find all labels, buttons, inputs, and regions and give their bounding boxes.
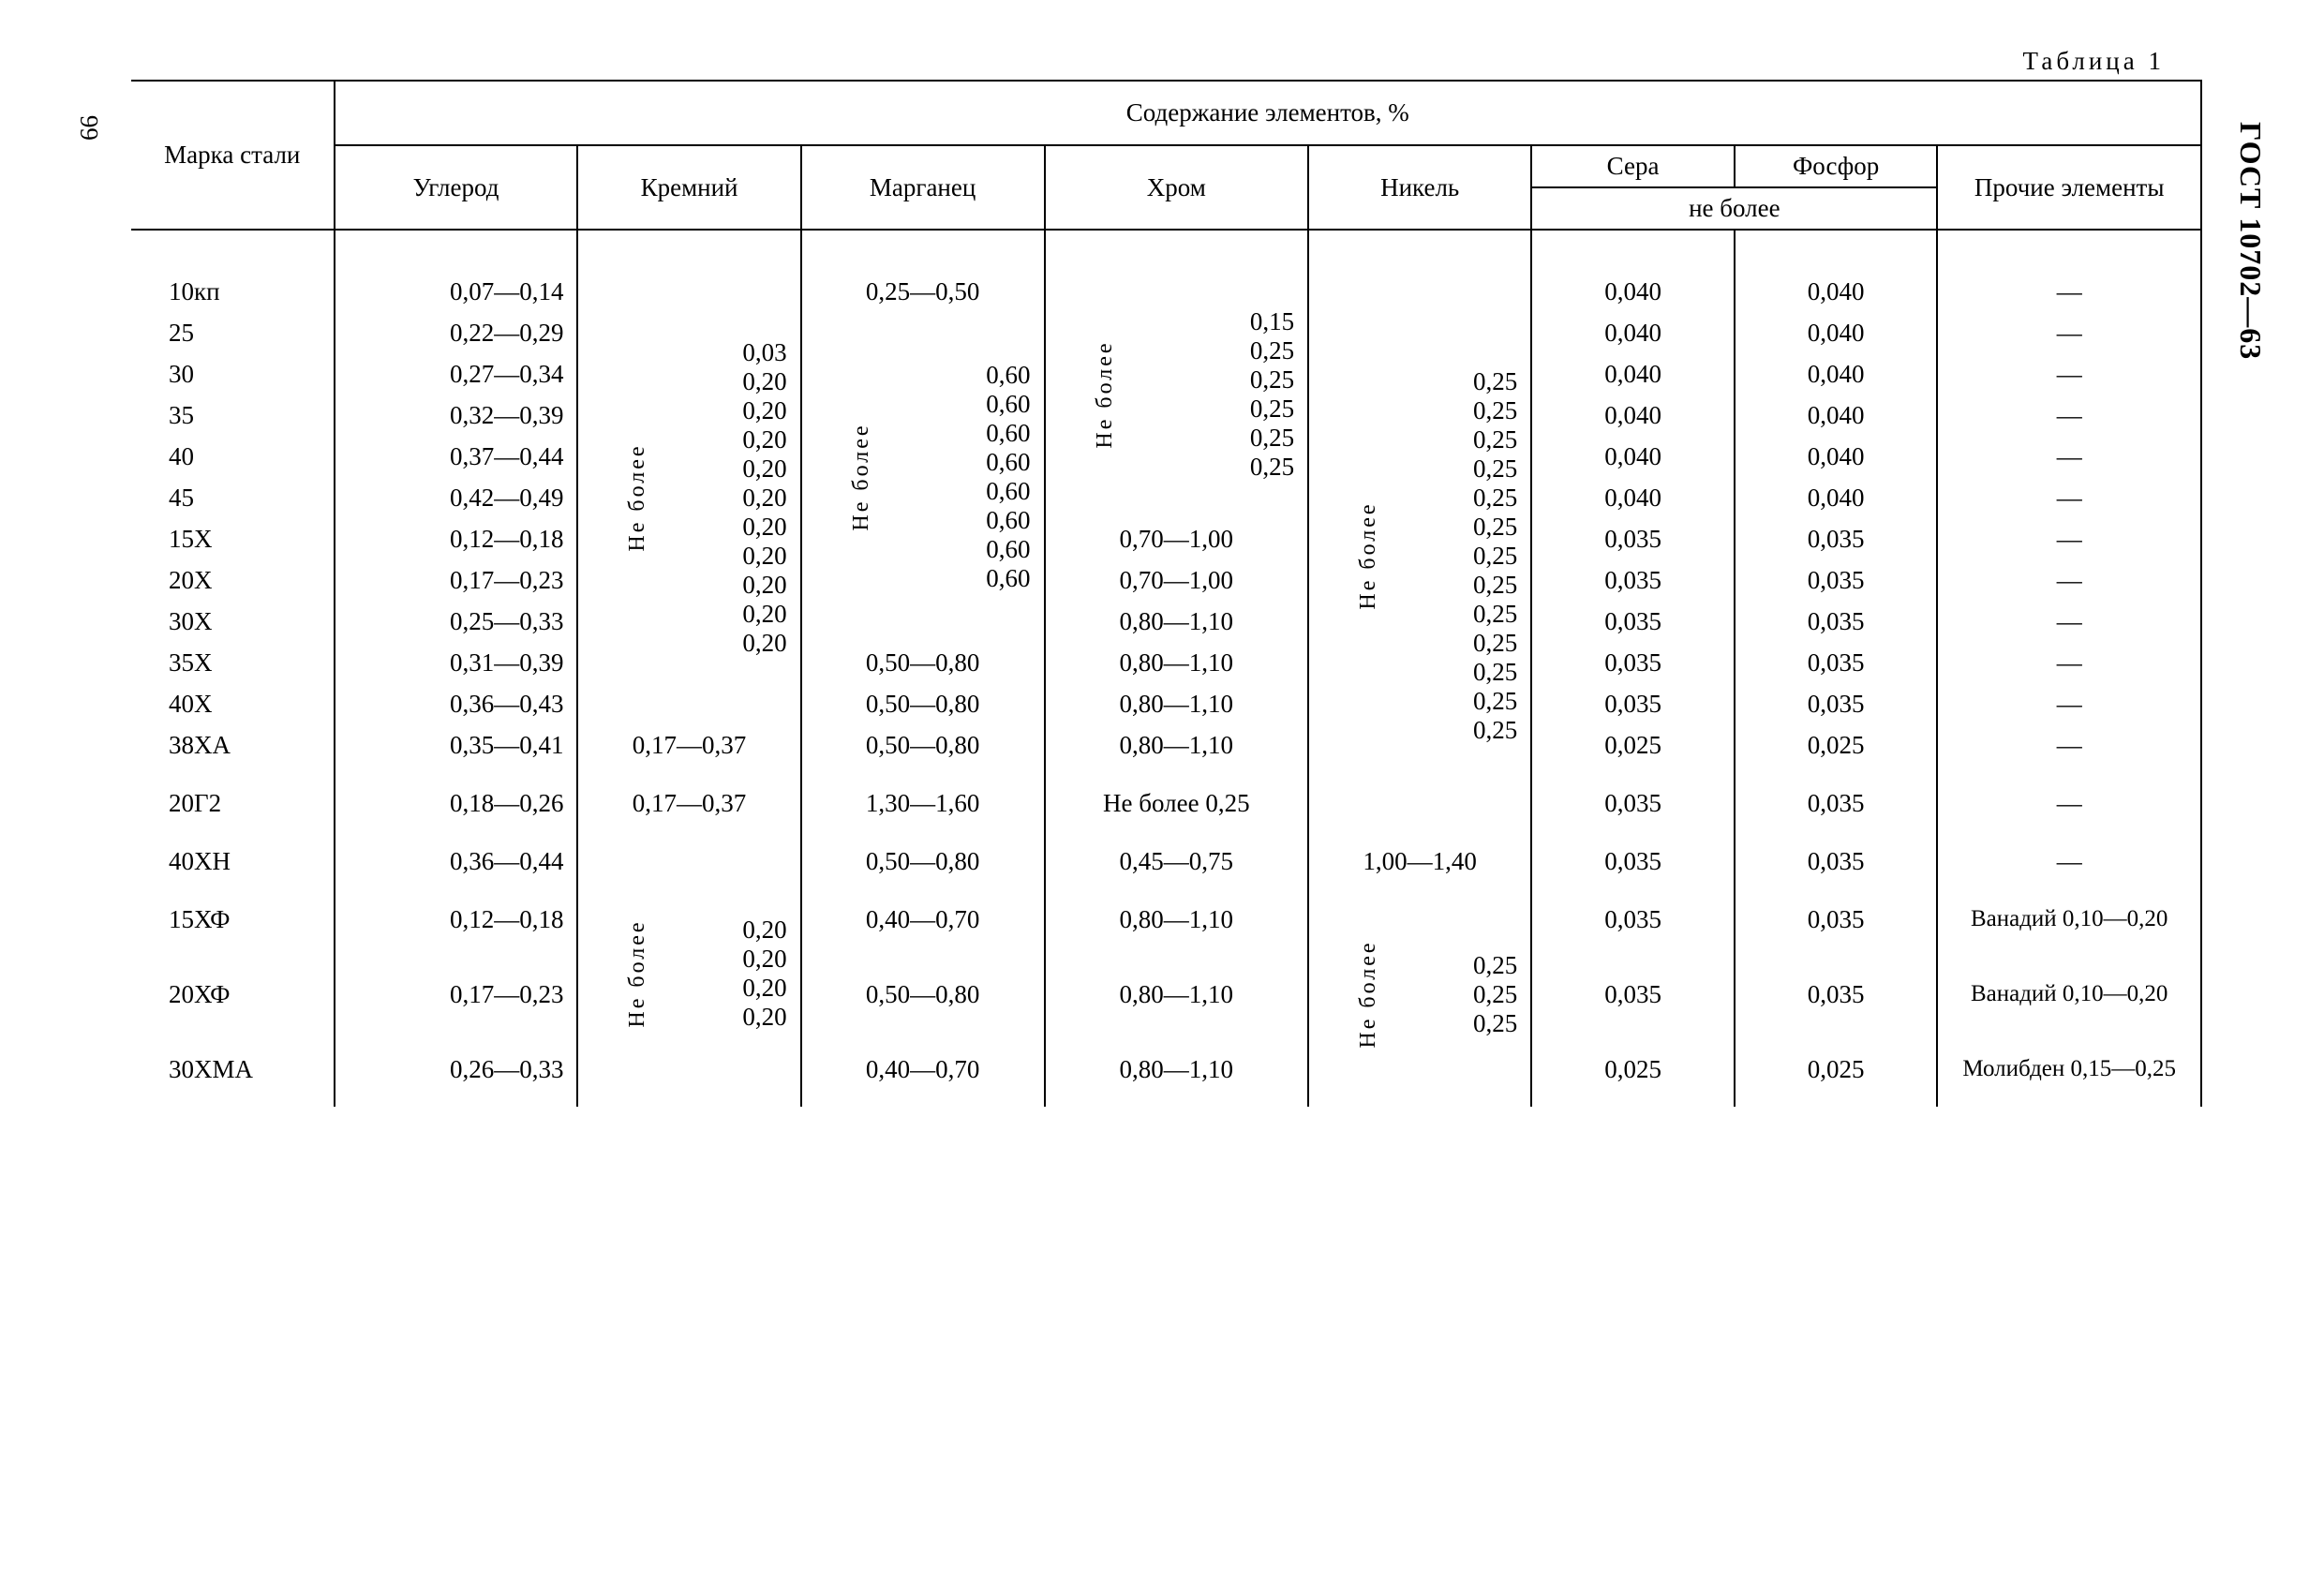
cell-silicon-group1: Не более 0,03 0,20 0,20 0,20 0,20 0,20 0…: [577, 271, 800, 724]
table-row: 40ХН0,36—0,44 Не более 0,20 0,20 0,20 0,…: [131, 841, 2201, 882]
table-row: 30Х0,25—0,330,80—1,100,0350,035—: [131, 601, 2201, 642]
th-carbon: Углерод: [335, 145, 578, 230]
page-number: 66: [75, 115, 104, 141]
cell-carbon: 0,07—0,14: [335, 271, 578, 312]
gost-label: ГОСТ 10702—63: [2233, 122, 2268, 360]
cell-grade: 10кп: [131, 271, 335, 312]
table-row: 38ХА0,35—0,410,17—0,370,50—0,800,80—1,10…: [131, 724, 2201, 766]
vertical-not-more-label: Не более: [1093, 340, 1118, 448]
vertical-not-more-label: Не более: [626, 443, 651, 551]
table-row: 15ХФ0,12—0,18 0,40—0,700,80—1,10 Не боле…: [131, 882, 2201, 957]
th-group: Содержание элементов, %: [335, 81, 2201, 145]
th-silicon: Кремний: [577, 145, 800, 230]
table-row: 10кп 0,07—0,14 Не более 0,03 0,20 0,20 0…: [131, 271, 2201, 312]
table-container: Таблица 1 Марка стали Содержание элемент…: [131, 47, 2202, 1107]
table-row: 20Г20,18—0,260,17—0,371,30—1,60Не более …: [131, 766, 2201, 841]
cell-si-group2: Не более 0,20 0,20 0,20 0,20: [577, 841, 800, 1107]
cell-ni-group2: Не более 0,25 0,25 0,25: [1308, 882, 1531, 1107]
th-other: Прочие элементы: [1937, 145, 2201, 230]
vertical-not-more-label: Не более: [1356, 940, 1381, 1048]
vertical-not-more-label: Не более: [849, 423, 874, 530]
vertical-not-more-label: Не более: [626, 919, 651, 1027]
cell-mn-group: Не более 0,60 0,60 0,60 0,60 0,60 0,60 0…: [801, 312, 1045, 642]
vertical-not-more-label: Не более: [1356, 501, 1381, 609]
table-caption: Таблица 1: [131, 47, 2202, 80]
th-phosphorus: Фосфор: [1735, 145, 1938, 187]
th-chromium: Хром: [1045, 145, 1309, 230]
th-manganese: Марганец: [801, 145, 1045, 230]
th-sulfur: Сера: [1531, 145, 1735, 187]
table-row: 40Х0,36—0,430,50—0,800,80—1,100,0350,035…: [131, 683, 2201, 724]
cell-p: 0,040: [1735, 271, 1938, 312]
table-row: 30ХМА0,26—0,330,40—0,700,80—1,100,0250,0…: [131, 1032, 2201, 1107]
cell-mn: 0,25—0,50: [801, 271, 1045, 312]
table-row: 20ХФ0,17—0,230,50—0,800,80—1,100,0350,03…: [131, 957, 2201, 1032]
table-row: 15Х0,12—0,180,70—1,000,0350,035—: [131, 518, 2201, 559]
table-row: 35Х0,31—0,390,50—0,800,80—1,100,0350,035…: [131, 642, 2201, 683]
steel-composition-table: Марка стали Содержание элементов, % Угле…: [131, 80, 2202, 1107]
cell-other: —: [1937, 271, 2201, 312]
th-not-more: не более: [1531, 187, 1937, 230]
cell-s: 0,040: [1531, 271, 1735, 312]
th-nickel: Никель: [1308, 145, 1531, 230]
cell-cr-group1: Не более 0,15 0,25 0,25 0,25 0,25 0,25: [1045, 271, 1309, 518]
th-grade: Марка стали: [131, 81, 335, 230]
table-row: 20Х0,17—0,230,70—1,000,0350,035—: [131, 559, 2201, 601]
cell-ni-group1: Не более 0,25 0,25 0,25 0,25 0,25 0,25 0…: [1308, 271, 1531, 841]
